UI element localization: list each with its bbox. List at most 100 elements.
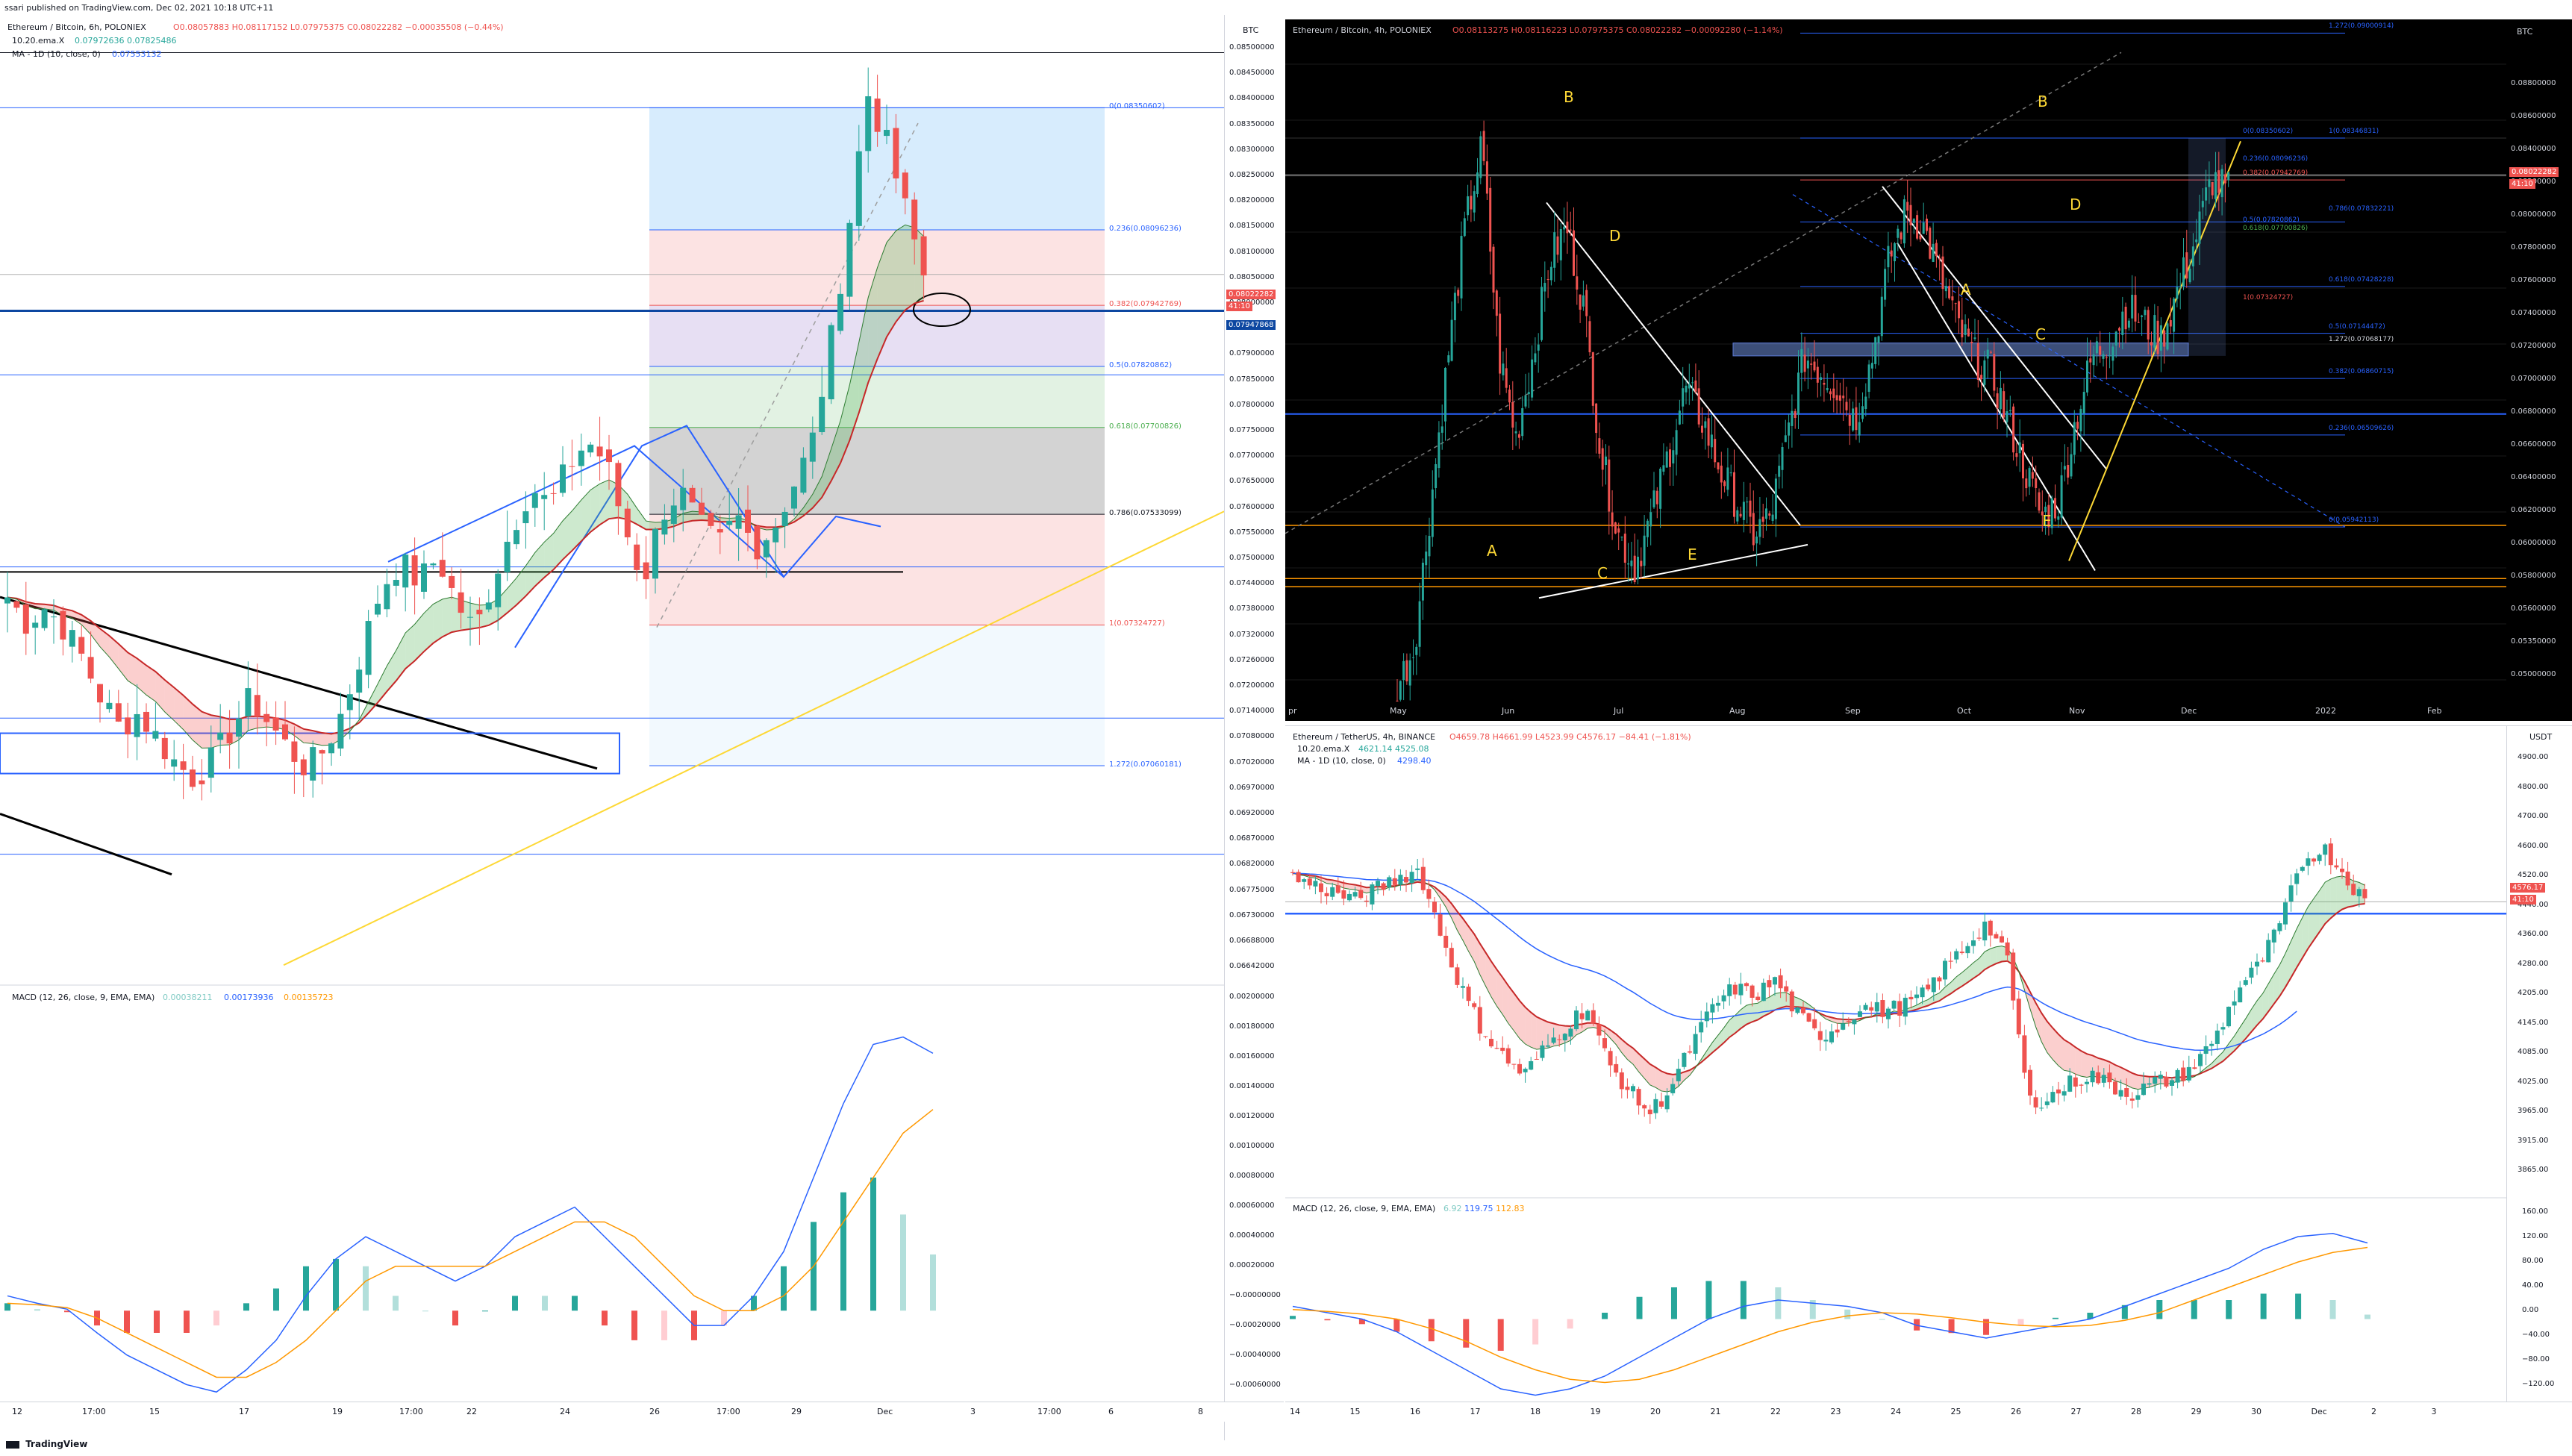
- left-candle: [884, 130, 890, 137]
- right-bottom-price-axis[interactable]: USDT 4900.00 4800.00 4700.00 4600.00 4520.00…: [2506, 725, 2572, 1420]
- ema-ribbon: [1967, 963, 1973, 983]
- left-price-tick: 0.07600000: [1229, 502, 1275, 511]
- ema-ribbon: [155, 671, 165, 713]
- rt-candle: [1761, 516, 1764, 522]
- rt-candle: [2073, 422, 2076, 455]
- rb-candle: [1670, 1084, 1676, 1093]
- left-macd-hist-bar: [4, 1303, 10, 1311]
- rt-candle: [2188, 269, 2191, 283]
- right-bottom-price-tick: 4520.00: [2518, 871, 2549, 879]
- rt-candle: [1958, 301, 1960, 319]
- rb-candle: [1664, 1095, 1670, 1110]
- rt-candle: [1499, 313, 1502, 374]
- left-candle: [87, 657, 94, 679]
- rb-candle: [1505, 1048, 1511, 1064]
- tradingview-logo[interactable]: TradingView: [6, 1439, 87, 1449]
- rb-candle: [2005, 942, 2010, 956]
- rb-macd-hist-bar: [1463, 1319, 1470, 1348]
- ema-ribbon: [424, 604, 434, 652]
- rb-candle: [1676, 1069, 1681, 1081]
- rb-candle: [1489, 1038, 1493, 1047]
- rb-candle: [2085, 1081, 2089, 1084]
- left-macd-tick: 0.00200000: [1229, 993, 1275, 1001]
- left-candle: [809, 432, 816, 462]
- ema-ribbon: [1520, 1001, 1526, 1045]
- right-top-time-tick: May: [1390, 706, 1407, 716]
- tradingview-logo-text: TradingView: [25, 1439, 88, 1449]
- right-top-time-axis[interactable]: pr May Jun Jul Aug Sep Oct Nov Dec 2022 Feb: [1285, 702, 2572, 721]
- rb-candle: [1290, 872, 1295, 873]
- right-top-time-tick: Jun: [1502, 706, 1515, 716]
- ema-ribbon: [313, 731, 322, 746]
- right-top-chart-canvas[interactable]: [1285, 19, 2506, 721]
- left-chart-panel[interactable]: Ethereum / Bitcoin, 6h, POLONIEX O0.0805…: [0, 15, 1224, 1440]
- rt-candle: [1976, 343, 1979, 380]
- right-top-price-axis[interactable]: BTC 0.088000000.086000000.084000000.0820…: [2506, 19, 2572, 721]
- right-bottom-chart-canvas[interactable]: [1285, 726, 2506, 1420]
- left-macd-tick: −0.00020000: [1229, 1321, 1281, 1329]
- left-price-tick: 0.08150000: [1229, 222, 1275, 231]
- right-top-price-tick: 0.06000000: [2511, 539, 2556, 547]
- rt-candle: [1903, 199, 1905, 244]
- rb-macd-hist-bar: [2329, 1300, 2336, 1319]
- left-price-tick: 0.07440000: [1229, 579, 1275, 588]
- rt-candle: [1463, 218, 1466, 237]
- rt-candle: [2003, 391, 2006, 418]
- rt-candle: [1505, 368, 1508, 388]
- left-candle: [726, 520, 733, 525]
- rt-candle: [1884, 269, 1887, 300]
- ema-ribbon: [2319, 882, 2326, 932]
- right-bottom-chart-panel[interactable]: Ethereum / TetherUS, 4h, BINANCE O4659.7…: [1285, 725, 2506, 1420]
- rt-candle: [2118, 328, 2120, 331]
- right-bottom-time-tick: 3: [2431, 1407, 2437, 1416]
- rb-candle: [1415, 868, 1420, 870]
- right-top-chart-panel[interactable]: Ethereum / Bitcoin, 4h, POLONIEX O0.0811…: [1285, 19, 2506, 721]
- ema-ribbon: [822, 449, 831, 498]
- left-time-tick: 17:00: [1037, 1407, 1061, 1416]
- left-candle: [356, 669, 363, 693]
- ema-ribbon: [2024, 981, 2030, 1010]
- left-time-axis[interactable]: 12 17:00 15 17 19 17:00 22 24 26 17:00 29 Dec 3 17:00…: [0, 1402, 1284, 1422]
- fib-level-label: 0.5(0.07144472): [2329, 322, 2385, 331]
- rb-candle: [2113, 1081, 2117, 1095]
- rt-candle: [2082, 392, 2085, 413]
- rb-candle: [1631, 1086, 1635, 1092]
- left-candle: [32, 622, 39, 628]
- right-top-price-tick: 0.05000000: [2511, 670, 2556, 678]
- rt-candle: [1938, 258, 1941, 260]
- left-chart-canvas[interactable]: [0, 15, 1224, 1440]
- left-price-axis[interactable]: BTC 0.08500000 0.08450000 0.08400000 0.0835…: [1224, 15, 1285, 1440]
- left-candle: [217, 732, 224, 740]
- left-candle: [911, 199, 918, 240]
- left-time-tick: 17:00: [82, 1407, 106, 1416]
- publisher-line: ssari published on TradingView.com, Dec …: [4, 3, 274, 13]
- rb-candle: [2214, 1030, 2220, 1044]
- left-candle: [902, 172, 908, 199]
- rt-candle: [1742, 502, 1745, 520]
- right-bottom-time-tick: 20: [1650, 1407, 1661, 1416]
- left-candle: [661, 519, 668, 535]
- rt-candle: [1870, 363, 1873, 369]
- fib-level-label: 0.382(0.07942769): [1109, 300, 1182, 309]
- right-bottom-time-tick: 18: [1530, 1407, 1541, 1416]
- right-bottom-time-tick: 29: [2191, 1407, 2202, 1416]
- fib-level-label: 0.236(0.06509626): [2329, 424, 2394, 432]
- rb-candle: [1370, 884, 1375, 904]
- rb-candle: [1937, 977, 1942, 982]
- right-top-price-tick: 0.06400000: [2511, 473, 2556, 481]
- ema-ribbon: [1747, 1004, 1752, 1025]
- rt-candle: [1858, 422, 1861, 436]
- rb-candle: [1551, 1037, 1556, 1043]
- left-time-tick: 15: [149, 1407, 160, 1416]
- rt-candle: [1758, 519, 1761, 537]
- ema-ribbon: [2308, 899, 2314, 949]
- rb-candle: [1302, 879, 1307, 882]
- rt-candle: [1675, 430, 1678, 455]
- rb-candle: [1432, 902, 1437, 913]
- rb-candle: [1693, 1034, 1698, 1054]
- ema-ribbon: [1349, 884, 1355, 890]
- left-macd-hist-bar: [363, 1266, 369, 1311]
- right-bottom-time-axis[interactable]: 14 15 16 17 18 19 20 21 22 23 24 25 26 27 28 29 30 Dec 2 3: [1285, 1402, 2572, 1422]
- right-bottom-price-tick: 4205.00: [2518, 989, 2549, 997]
- right-top-price-tick: 0.07000000: [2511, 375, 2556, 383]
